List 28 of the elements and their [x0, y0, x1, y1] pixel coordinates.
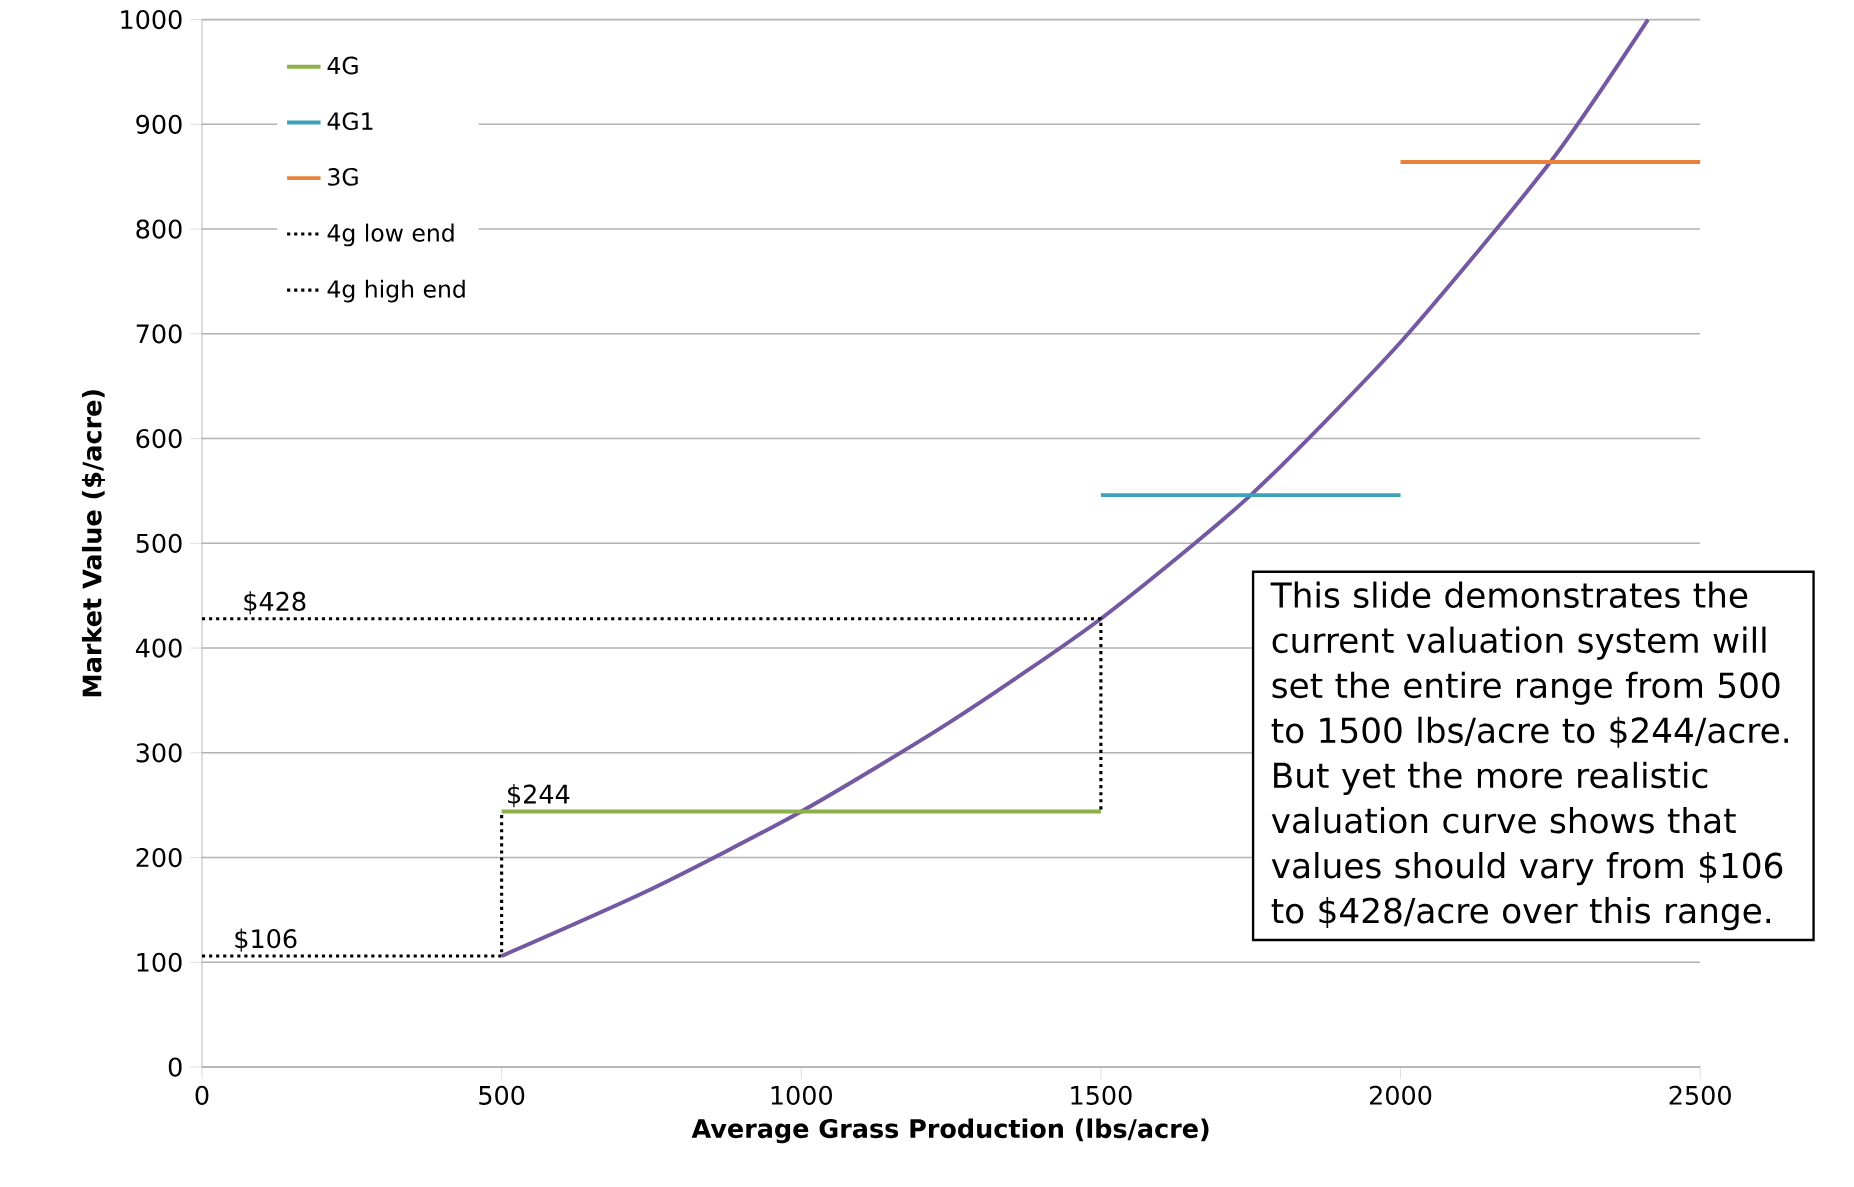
- x-tick-label: 2500: [1669, 1085, 1731, 1106]
- legend-label: 4G: [327, 56, 358, 75]
- y-tick-label: 0: [168, 1057, 182, 1077]
- y-tick-label: 300: [136, 743, 182, 763]
- x-tick-label: 1500: [1071, 1085, 1132, 1106]
- y-tick-label: 800: [136, 219, 182, 239]
- annotation: This slide demonstrates the current valuation system will set the entire range from 500 to 1500 lbs/acre to $244/acre. But yet the more realistic valuation curve shows that values should vary from $106 to $428/acre over this range.: [1270, 581, 1788, 931]
- x-tick-label: 1000: [771, 1085, 832, 1106]
- y-tick-label: 200: [136, 848, 182, 868]
- y-tick-label: 700: [136, 324, 182, 344]
- y-tick-label: 100: [137, 952, 182, 973]
- y-axis-title: Market Value ($/acre): [81, 390, 106, 697]
- x-tick-label: 0: [195, 1085, 209, 1106]
- annotation: $106: [235, 928, 297, 952]
- x-tick-label: 500: [479, 1085, 525, 1106]
- y-tick-label: 500: [136, 533, 182, 554]
- y-tick-label: 400: [135, 638, 182, 658]
- legend-label: 3G: [328, 168, 358, 186]
- annotation: $244: [508, 784, 570, 808]
- y-tick-label: 600: [136, 429, 182, 449]
- legend-label: 4G1: [327, 112, 373, 131]
- x-axis-title: Average Grass Production (lbs/acre): [691, 1118, 1209, 1144]
- x-tick-label: 2000: [1369, 1085, 1432, 1106]
- legend-label: 4g high end: [327, 279, 465, 303]
- y-tick-label: 1000: [121, 10, 182, 30]
- y-tick-label: 900: [136, 114, 182, 135]
- legend-label: 4g low end: [327, 223, 454, 247]
- annotation: $428: [244, 591, 306, 615]
